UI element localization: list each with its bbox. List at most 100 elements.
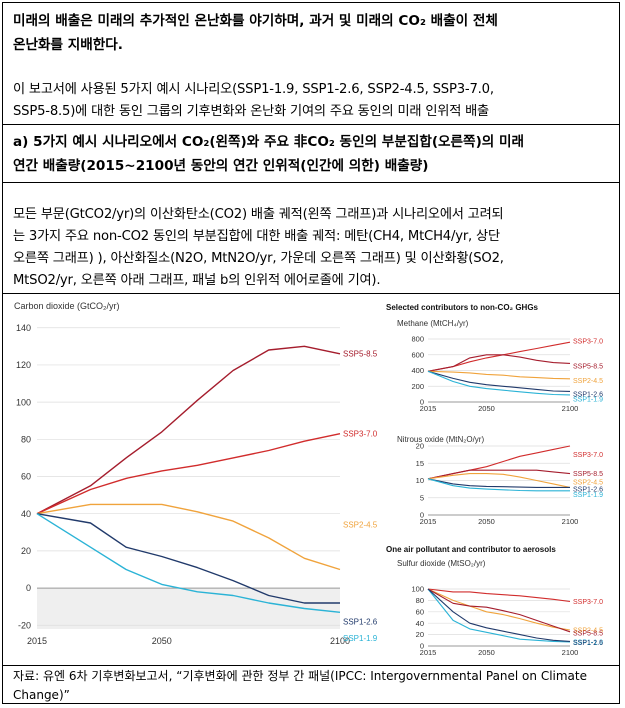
intro-line-2: SSP5-8.5)에 대한 동인 그룹의 기후변화와 온난화 기여의 주요 동인…: [13, 104, 489, 119]
nitrous-oxide-y-tick-label: 0: [420, 511, 424, 520]
methane-series-ssp2-4-5: [427, 370, 571, 380]
co2-y-tick-label: 120: [16, 360, 31, 370]
sulfur-dioxide-y-tick-label: 100: [411, 585, 424, 594]
methane-series-label-ssp1-2-6: SSP1-2.6: [573, 391, 603, 398]
sulfur-dioxide-series-label-ssp3-7-0: SSP3-7.0: [573, 599, 603, 606]
nitrous-oxide-chart-title: Nitrous oxide (MtN₂O/yr): [397, 435, 484, 444]
sulfur-dioxide-series-label-ssp1-1-9: SSP1-1.9: [573, 640, 603, 647]
co2-series-ssp2-4-5: [36, 503, 341, 571]
co2-series-label-ssp3-7-0: SSP3-7.0: [343, 430, 378, 439]
nitrous-oxide-y-tick-label: 20: [416, 442, 424, 451]
summary-line-2: 온난화를 지배한다.: [13, 37, 123, 53]
nitrous-oxide-series-label-ssp5-8-5: SSP5-8.5: [573, 471, 603, 478]
co2-series-ssp5-8-5: [36, 345, 341, 515]
co2-y-tick-label: -20: [18, 620, 31, 630]
sulfur-dioxide-series-label-ssp5-8-5: SSP5-8.5: [573, 630, 603, 637]
summary-section: 미래의 배출은 미래의 추가적인 온난화를 야기하며, 과거 및 미래의 CO₂…: [3, 3, 619, 125]
co2-chart-title: Carbon dioxide (GtCO₂/yr): [14, 301, 120, 311]
description-section: 모든 부문(GtCO2/yr)의 이산화탄소(CO2) 배출 궤적(왼쪽 그래프…: [3, 183, 619, 293]
sulfur-dioxide-series-ssp3-7-0: [427, 588, 571, 603]
panel-a-title-section: a) 5가지 예시 시나리오에서 CO₂(왼쪽)와 주요 非CO₂ 동인의 부분…: [3, 125, 619, 183]
sulfur-dioxide-x-tick-label: 2015: [420, 648, 437, 657]
nitrous-oxide-y-tick-label: 5: [420, 493, 424, 502]
summary-line-1: 미래의 배출은 미래의 추가적인 온난화를 야기하며, 과거 및 미래의 CO₂…: [13, 13, 498, 29]
nitrous-oxide-x-tick-label: 2100: [562, 517, 579, 526]
methane-series-label-ssp1-1-9: SSP1-1.9: [573, 397, 603, 404]
sulfur-dioxide-series-ssp1-2-6: [427, 588, 571, 642]
co2-series-ssp3-7-0: [36, 433, 341, 515]
source-note-line-2: Change)”: [13, 688, 70, 702]
nitrous-oxide-x-tick-label: 2050: [478, 517, 495, 526]
co2-series-label-ssp2-4-5: SSP2-4.5: [343, 521, 378, 530]
sulfur-dioxide-series-ssp1-1-9: [427, 588, 571, 643]
emissions-figure: Carbon dioxide (GtCO₂/yr) Selected contr…: [14, 301, 603, 657]
sulfur-dioxide-x-tick-label: 2100: [562, 648, 579, 657]
nitrous-oxide-series-label-ssp1-2-6: SSP1-2.6: [573, 487, 603, 494]
methane-y-tick-label: 600: [411, 350, 424, 359]
methane-series-label-ssp3-7-0: SSP3-7.0: [573, 338, 603, 345]
co2-x-tick-label: 2050: [152, 636, 172, 646]
nitrous-oxide-y-tick-label: 15: [416, 459, 424, 468]
co2-y-tick-label: 100: [16, 397, 31, 407]
sulfur-dioxide-x-tick-label: 2050: [478, 648, 495, 657]
sulfur-dioxide-chart-title: Sulfur dioxide (MtSO₂/yr): [397, 559, 486, 568]
methane-y-tick-label: 400: [411, 366, 424, 375]
nitrous-oxide-series-label-ssp2-4-5: SSP2-4.5: [573, 480, 603, 487]
sulfur-dioxide-y-tick-label: 20: [416, 630, 424, 639]
methane-y-tick-label: 200: [411, 382, 424, 391]
description-line-4: MtSO2/yr, 오른쪽 아래 그래프, 패널 b의 인위적 에어로졸에 기여…: [13, 273, 381, 288]
methane-series-label-ssp2-4-5: SSP2-4.5: [573, 378, 603, 385]
nitrous-oxide-series-ssp1-2-6: [427, 478, 570, 488]
source-note-line-1: 자료: 유엔 6차 기후변화보고서, “기후변화에 관한 정부 간 패널(IPC…: [13, 669, 587, 683]
sulfur-dioxide-series-label-ssp1-2-6: SSP1-2.6: [573, 640, 603, 647]
co2-negative-area: [37, 588, 340, 629]
sulfur-dioxide-y-tick-label: 0: [420, 642, 424, 651]
nitrous-oxide-series-label-ssp1-1-9: SSP1-1.9: [573, 492, 603, 499]
methane-series-ssp1-1-9: [427, 370, 571, 396]
nitrous-oxide-chart: 0 5 10 15 20 2015 2050 2100 SSP3-7.0 SSP5-8.5 SSP2…: [416, 442, 603, 526]
panel-a-title-line-2: 연간 배출량(2015~2100년 동안의 연간 인위적(인간에 의한) 배출량…: [13, 158, 429, 174]
co2-series-label-ssp1-2-6: SSP1-2.6: [343, 617, 378, 626]
methane-series-label-ssp5-8-5: SSP5-8.5: [573, 363, 603, 370]
co2-y-tick-label: 40: [21, 509, 31, 519]
methane-series-ssp5-8-5: [427, 354, 571, 372]
nitrous-oxide-x-tick-label: 2015: [420, 517, 437, 526]
nitrous-oxide-series-ssp5-8-5: [427, 469, 571, 480]
nitrous-oxide-y-tick-label: 10: [416, 476, 424, 485]
intro-line-1: 이 보고서에 사용된 5가지 예시 시나리오(SSP1-1.9, SSP1-2.…: [13, 82, 494, 97]
source-note-section: 자료: 유엔 6차 기후변화보고서, “기후변화에 관한 정부 간 패널(IPC…: [3, 666, 619, 705]
co2-y-tick-label: 20: [21, 546, 31, 556]
nitrous-oxide-series-label-ssp3-7-0: SSP3-7.0: [573, 452, 603, 459]
methane-x-tick-label: 2015: [420, 404, 437, 413]
co2-series-ssp1-1-9: [36, 513, 341, 613]
co2-x-tick-label: 2100: [330, 636, 350, 646]
methane-x-tick-label: 2050: [478, 404, 495, 413]
description-line-2: 는 3가지 주요 non-CO2 동인의 부분집합에 대한 배출 궤적: 메탄(…: [13, 229, 500, 244]
methane-y-tick-label: 800: [411, 335, 424, 344]
sulfur-dioxide-series-ssp5-8-5: [427, 588, 571, 633]
sulfur-dioxide-y-tick-label: 80: [416, 596, 424, 605]
co2-y-tick-label: 140: [16, 323, 31, 333]
co2-y-tick-label: 60: [21, 472, 31, 482]
nitrous-oxide-series-ssp2-4-5: [427, 473, 571, 488]
co2-series-label-ssp1-1-9: SSP1-1.9: [343, 634, 378, 643]
nitrous-oxide-series-ssp1-1-9: [427, 478, 570, 492]
sulfur-dioxide-series-label-ssp2-4-5: SSP2-4.5: [573, 627, 603, 634]
sulfur-dioxide-series-ssp2-4-5: [427, 588, 571, 631]
sulfur-dioxide-y-tick-label: 40: [416, 619, 424, 628]
sulfur-dioxide-chart: 0 20 40 60 80 100 2015 2050 2100 SSP3-7.0 SSP2-4.5…: [411, 585, 603, 657]
sulfur-dioxide-y-tick-label: 60: [416, 607, 424, 616]
co2-y-tick-label: 80: [21, 434, 31, 444]
figure-section: Carbon dioxide (GtCO₂/yr) Selected contr…: [3, 293, 619, 666]
co2-series-label-ssp5-8-5: SSP5-8.5: [343, 350, 378, 359]
description-line-1: 모든 부문(GtCO2/yr)의 이산화탄소(CO2) 배출 궤적(왼쪽 그래프…: [13, 207, 504, 222]
co2-series-ssp1-2-6: [36, 513, 340, 604]
methane-chart-title: Methane (MtCH₄/yr): [397, 319, 469, 328]
methane-x-tick-label: 2100: [562, 404, 579, 413]
right-heading-ghg: Selected contributors to non-CO₂ GHGs: [386, 303, 539, 312]
co2-chart: -20 0 20 40 60 80 100 120 140 2015 2050 2100 SSP5-8.…: [16, 323, 378, 646]
co2-x-tick-label: 2015: [27, 636, 47, 646]
co2-y-tick-label: 0: [26, 583, 31, 593]
methane-y-tick-label: 0: [420, 398, 424, 407]
